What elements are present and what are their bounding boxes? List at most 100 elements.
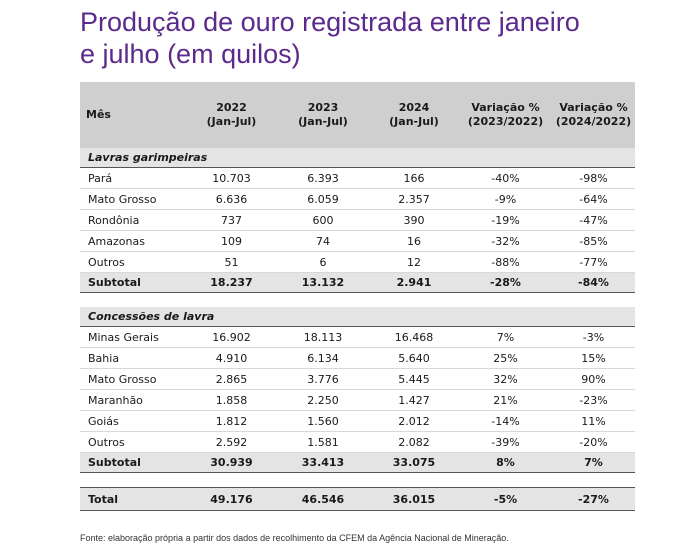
concessoes-de-lavra-section-header: Concessões de lavra [80, 307, 635, 327]
table-cell: 109 [186, 230, 277, 252]
table-cell: 2.250 [277, 389, 369, 411]
table-cell: -14% [459, 410, 552, 432]
table-row: Goiás 1.812 1.560 2.012 -14% 11% [80, 410, 635, 432]
table-row: Mato Grosso 6.636 6.059 2.357 -9% -64% [80, 188, 635, 210]
table-cell: -98% [552, 167, 635, 189]
table-row: Mato Grosso 2.865 3.776 5.445 32% 90% [80, 368, 635, 390]
header-variation-2023: Variação % (2023/2022) [467, 101, 544, 128]
table-cell: 1.427 [369, 389, 459, 411]
table-cell: 10.703 [186, 167, 277, 189]
table-cell: -23% [552, 389, 635, 411]
header-2024: 2024 (Jan-Jul) [389, 101, 439, 128]
table-cell: 30.939 [186, 452, 277, 473]
row-label: Rondônia [80, 209, 186, 231]
header-2022: 2022 (Jan-Jul) [206, 101, 257, 128]
row-label: Maranhão [80, 389, 186, 411]
table-cell: 1.858 [186, 389, 277, 411]
header-row: Mês 2022 (Jan-Jul) 2023 (Jan-Jul) 2024 (Jan… [80, 82, 635, 148]
table-cell: 36.015 [369, 487, 459, 511]
row-label: Subtotal [80, 452, 186, 473]
concessoes-de-lavra-subtotal-row: Subtotal 30.939 33.413 33.075 8% 7% [80, 452, 635, 473]
table-cell: 390 [369, 209, 459, 231]
table-cell: -47% [552, 209, 635, 231]
table-row: Pará 10.703 6.393 166 -40% -98% [80, 167, 635, 189]
table-cell: 33.413 [277, 452, 369, 473]
table-cell: 2.865 [186, 368, 277, 390]
table-cell: -19% [459, 209, 552, 231]
table-cell: 2.357 [369, 188, 459, 210]
table-cell: 600 [277, 209, 369, 231]
page-title: Produção de ouro registrada entre janeir… [80, 6, 690, 70]
table-cell: 21% [459, 389, 552, 411]
total-row: Total 49.176 46.546 36.015 -5% -27% [80, 487, 635, 511]
row-label: Outros [80, 431, 186, 453]
table-row: Amazonas 109 74 16 -32% -85% [80, 230, 635, 252]
spacer-row [80, 293, 635, 308]
table-cell: -28% [459, 272, 552, 293]
table-cell: 6.393 [277, 167, 369, 189]
table-cell: 2.082 [369, 431, 459, 453]
table-cell: -5% [459, 487, 552, 511]
header-variation-2024: Variação % (2024/2022) [555, 101, 632, 128]
table-cell: 2.941 [369, 272, 459, 293]
table-cell: 13.132 [277, 272, 369, 293]
table-cell: 18.237 [186, 272, 277, 293]
row-label: Goiás [80, 410, 186, 432]
table-cell: -84% [552, 272, 635, 293]
table-cell: -9% [459, 188, 552, 210]
table-cell: 32% [459, 368, 552, 390]
table-cell: 12 [369, 251, 459, 273]
table-cell: -85% [552, 230, 635, 252]
table-cell: 6.636 [186, 188, 277, 210]
table-cell: 49.176 [186, 487, 277, 511]
table-cell: 3.776 [277, 368, 369, 390]
table-cell: 46.546 [277, 487, 369, 511]
table-cell: 33.075 [369, 452, 459, 473]
table-cell: 2.012 [369, 410, 459, 432]
table-cell: 4.910 [186, 347, 277, 369]
lavras-garimpeiras-subtotal-row: Subtotal 18.237 13.132 2.941 -28% -84% [80, 272, 635, 293]
table-cell: 15% [552, 347, 635, 369]
table-cell: -88% [459, 251, 552, 273]
header-2023: 2023 (Jan-Jul) [298, 101, 348, 128]
table-cell: 1.812 [186, 410, 277, 432]
table-cell: 90% [552, 368, 635, 390]
gold-production-table: Mês 2022 (Jan-Jul) 2023 (Jan-Jul) 2024 (Jan… [80, 82, 635, 511]
table-cell: -20% [552, 431, 635, 453]
row-label: Mato Grosso [80, 368, 186, 390]
table-cell: 18.113 [277, 326, 369, 348]
row-label: Mato Grosso [80, 188, 186, 210]
table-cell: 7% [552, 452, 635, 473]
table-row: Maranhão 1.858 2.250 1.427 21% -23% [80, 389, 635, 411]
spacer-row [80, 473, 635, 488]
table-cell: 6.059 [277, 188, 369, 210]
table-cell: -64% [552, 188, 635, 210]
table-cell: -3% [552, 326, 635, 348]
table-row: Bahia 4.910 6.134 5.640 25% 15% [80, 347, 635, 369]
header-month: Mês [86, 108, 111, 121]
table-cell: -32% [459, 230, 552, 252]
table-cell: 2.592 [186, 431, 277, 453]
section-label: Concessões de lavra [80, 307, 635, 327]
table-cell: 6.134 [277, 347, 369, 369]
table-row: Outros 2.592 1.581 2.082 -39% -20% [80, 431, 635, 453]
table-cell: 737 [186, 209, 277, 231]
table-cell: 5.640 [369, 347, 459, 369]
lavras-garimpeiras-section-header: Lavras garimpeiras [80, 148, 635, 168]
table-cell: 51 [186, 251, 277, 273]
source-note: Fonte: elaboração própria a partir dos d… [80, 533, 509, 543]
gold-production-table-container: Mês 2022 (Jan-Jul) 2023 (Jan-Jul) 2024 (Jan… [80, 82, 635, 511]
title-line-2: e julho (em quilos) [80, 39, 301, 69]
table-row: Minas Gerais 16.902 18.113 16.468 7% -3% [80, 326, 635, 348]
table-cell: -77% [552, 251, 635, 273]
table-cell: 74 [277, 230, 369, 252]
table-cell: 11% [552, 410, 635, 432]
table-cell: 16.468 [369, 326, 459, 348]
table-cell: 16 [369, 230, 459, 252]
table-cell: 8% [459, 452, 552, 473]
table-cell: 6 [277, 251, 369, 273]
table-cell: 25% [459, 347, 552, 369]
table-cell: -39% [459, 431, 552, 453]
table-cell: 16.902 [186, 326, 277, 348]
table-cell: 7% [459, 326, 552, 348]
